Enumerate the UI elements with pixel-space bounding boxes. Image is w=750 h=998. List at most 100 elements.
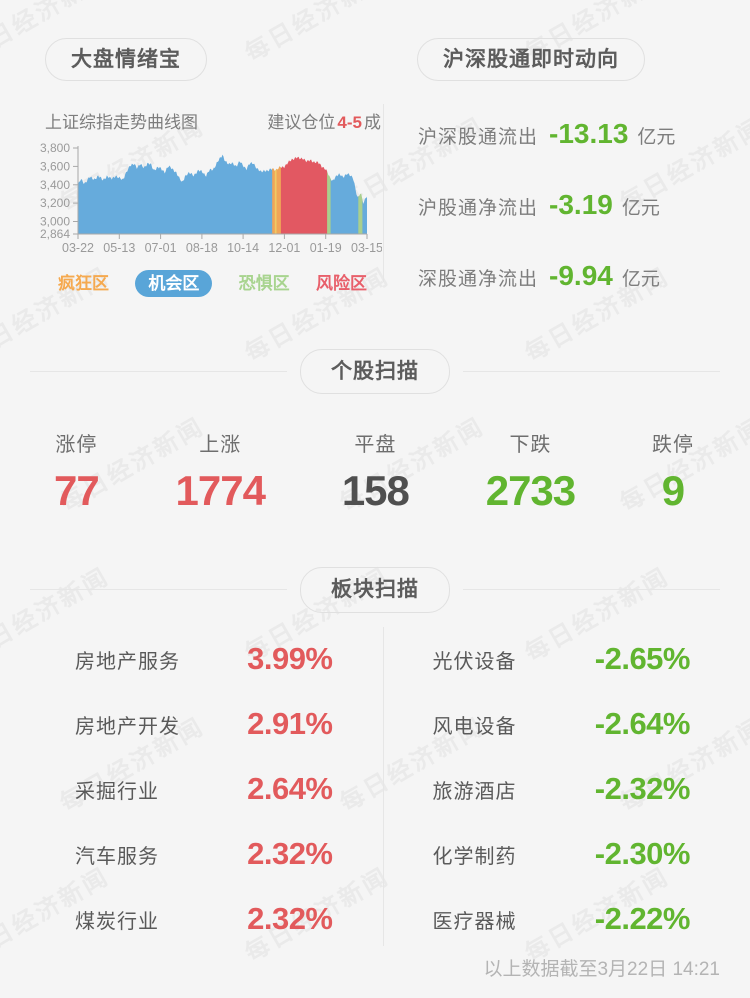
divider-line bbox=[463, 371, 720, 373]
stat-value: 2733 bbox=[485, 467, 576, 515]
sector-row[interactable]: 采掘行业 2.64% bbox=[75, 757, 333, 822]
stat-label: 上涨 bbox=[199, 434, 242, 457]
sentiment-area-chart: 3,800 3,600 3,400 3,200 3,000 2,864 03-22 05-13… bbox=[30, 139, 383, 262]
svg-text:07-01: 07-01 bbox=[145, 241, 177, 255]
stat-value: 158 bbox=[341, 467, 410, 515]
sector-name: 旅游酒店 bbox=[432, 780, 517, 803]
sector-change: 2.32% bbox=[247, 836, 333, 872]
top-section: 大盘情绪宝 上证综指走势曲线图 建议仓位 4-5 成 3,800 3,600 3,400… bbox=[0, 0, 750, 298]
flow-row: 沪股通净流出 -3.19 亿元 bbox=[402, 189, 720, 221]
flow-label: 沪深股通流出 bbox=[418, 127, 539, 149]
sector-change: -2.65% bbox=[594, 641, 691, 677]
sectors-scan-title: 板块扫描 bbox=[300, 567, 450, 613]
chart-legend: 疯狂区 机会区 恐惧区 风险区 bbox=[58, 270, 367, 298]
sector-row[interactable]: 光伏设备 -2.65% bbox=[433, 627, 691, 692]
flow-value: -3.19 bbox=[549, 189, 613, 221]
advice-value: 4-5 bbox=[337, 113, 362, 133]
sector-name: 风电设备 bbox=[432, 715, 517, 738]
stocks-scan-stats: 涨停 77 上涨 1774 平盘 158 下跌 2733 跌停 9 bbox=[0, 394, 750, 515]
sector-name: 房地产开发 bbox=[75, 715, 180, 738]
sector-change: -2.32% bbox=[594, 771, 691, 807]
svg-text:05-13: 05-13 bbox=[103, 241, 135, 255]
sector-change: -2.22% bbox=[594, 901, 691, 937]
sector-row[interactable]: 汽车服务 2.32% bbox=[75, 822, 333, 887]
sector-change: 2.91% bbox=[247, 706, 333, 742]
flow-unit: 亿元 bbox=[621, 269, 660, 291]
svg-text:01-19: 01-19 bbox=[310, 241, 342, 255]
stat-value: 1774 bbox=[175, 467, 266, 515]
sector-change: 2.32% bbox=[247, 901, 333, 937]
position-advice: 建议仓位 4-5 成 bbox=[267, 108, 381, 133]
svg-text:3,800: 3,800 bbox=[40, 141, 70, 155]
sector-name: 医疗器械 bbox=[432, 910, 517, 933]
sector-change: 2.64% bbox=[247, 771, 333, 807]
svg-text:10-14: 10-14 bbox=[227, 241, 259, 255]
stat-flat: 平盘 158 bbox=[341, 428, 410, 515]
sectors-scan-header: 板块扫描 bbox=[30, 567, 720, 613]
svg-text:12-01: 12-01 bbox=[268, 241, 300, 255]
svg-text:3,400: 3,400 bbox=[40, 178, 70, 192]
stat-label: 涨停 bbox=[55, 434, 98, 457]
divider-line bbox=[30, 371, 287, 373]
divider-line bbox=[30, 589, 287, 591]
market-mood-panel: 大盘情绪宝 上证综指走势曲线图 建议仓位 4-5 成 3,800 3,600 3,400… bbox=[30, 38, 383, 298]
data-cutoff-note: 以上数据截至3月22日 14:21 bbox=[483, 959, 720, 980]
svg-text:3,200: 3,200 bbox=[40, 196, 70, 210]
sectors-scan-body: 房地产服务 3.99% 房地产开发 2.91% 采掘行业 2.64% 汽车服务 … bbox=[0, 613, 750, 952]
flow-row: 沪深股通流出 -13.13 亿元 bbox=[402, 118, 720, 150]
vertical-divider bbox=[383, 104, 384, 282]
sector-name: 房地产服务 bbox=[75, 650, 180, 673]
svg-text:08-18: 08-18 bbox=[186, 241, 218, 255]
stock-connect-panel: 沪深股通即时动向 沪深股通流出 -13.13 亿元 沪股通净流出 -3.19 亿… bbox=[384, 38, 720, 297]
vertical-divider bbox=[383, 626, 384, 946]
flow-unit: 亿元 bbox=[637, 127, 676, 149]
svg-text:3,600: 3,600 bbox=[40, 160, 70, 174]
stat-down: 下跌 2733 bbox=[485, 428, 576, 515]
svg-text:03-22: 03-22 bbox=[62, 241, 94, 255]
flow-label: 深股通净流出 bbox=[418, 269, 539, 291]
chart-caption-row: 上证综指走势曲线图 建议仓位 4-5 成 bbox=[45, 108, 381, 133]
sector-row[interactable]: 医疗器械 -2.22% bbox=[433, 887, 691, 952]
stat-label: 平盘 bbox=[354, 434, 397, 457]
sector-name: 化学制药 bbox=[432, 845, 517, 868]
sector-losers-column: 光伏设备 -2.65% 风电设备 -2.64% 旅游酒店 -2.32% 化学制药… bbox=[378, 627, 750, 952]
legend-item-opportunity[interactable]: 机会区 bbox=[135, 270, 213, 298]
sector-row[interactable]: 旅游酒店 -2.32% bbox=[433, 757, 691, 822]
stocks-scan-header: 个股扫描 bbox=[30, 349, 720, 395]
stocks-scan-title: 个股扫描 bbox=[300, 349, 450, 395]
stat-value: 77 bbox=[54, 467, 100, 515]
svg-text:2,864: 2,864 bbox=[40, 227, 70, 241]
legend-item-frenzy[interactable]: 疯狂区 bbox=[58, 274, 109, 294]
sector-name: 光伏设备 bbox=[432, 650, 517, 673]
sector-row[interactable]: 风电设备 -2.64% bbox=[433, 692, 691, 757]
sector-row[interactable]: 煤炭行业 2.32% bbox=[75, 887, 333, 952]
svg-text:3,000: 3,000 bbox=[40, 215, 70, 229]
stat-label: 下跌 bbox=[509, 434, 552, 457]
sector-name: 煤炭行业 bbox=[75, 910, 159, 933]
flow-unit: 亿元 bbox=[621, 198, 660, 220]
sector-gainers-column: 房地产服务 3.99% 房地产开发 2.91% 采掘行业 2.64% 汽车服务 … bbox=[0, 627, 378, 952]
market-mood-title: 大盘情绪宝 bbox=[45, 38, 207, 82]
sector-change: 3.99% bbox=[247, 641, 333, 677]
sector-change: -2.64% bbox=[594, 706, 691, 742]
stat-limit-down: 跌停 9 bbox=[652, 428, 694, 515]
stat-up: 上涨 1774 bbox=[175, 428, 266, 515]
divider-line bbox=[463, 589, 720, 591]
sector-name: 采掘行业 bbox=[75, 780, 159, 803]
stat-value: 9 bbox=[661, 467, 685, 515]
sector-row[interactable]: 房地产服务 3.99% bbox=[75, 627, 333, 692]
flow-label: 沪股通净流出 bbox=[418, 198, 539, 220]
sector-row[interactable]: 房地产开发 2.91% bbox=[75, 692, 333, 757]
sector-change: -2.30% bbox=[594, 836, 691, 872]
svg-text:03-15: 03-15 bbox=[351, 241, 382, 255]
stock-connect-title: 沪深股通即时动向 bbox=[417, 38, 645, 82]
advice-prefix: 建议仓位 bbox=[267, 113, 336, 133]
stat-label: 跌停 bbox=[651, 434, 694, 457]
sector-row[interactable]: 化学制药 -2.30% bbox=[433, 822, 691, 887]
sector-name: 汽车服务 bbox=[75, 845, 159, 868]
legend-item-risk[interactable]: 风险区 bbox=[315, 274, 367, 294]
stat-limit-up: 涨停 77 bbox=[54, 428, 100, 515]
advice-suffix: 成 bbox=[364, 113, 381, 133]
chart-caption: 上证综指走势曲线图 bbox=[45, 113, 198, 133]
legend-item-fear[interactable]: 恐惧区 bbox=[238, 274, 290, 294]
